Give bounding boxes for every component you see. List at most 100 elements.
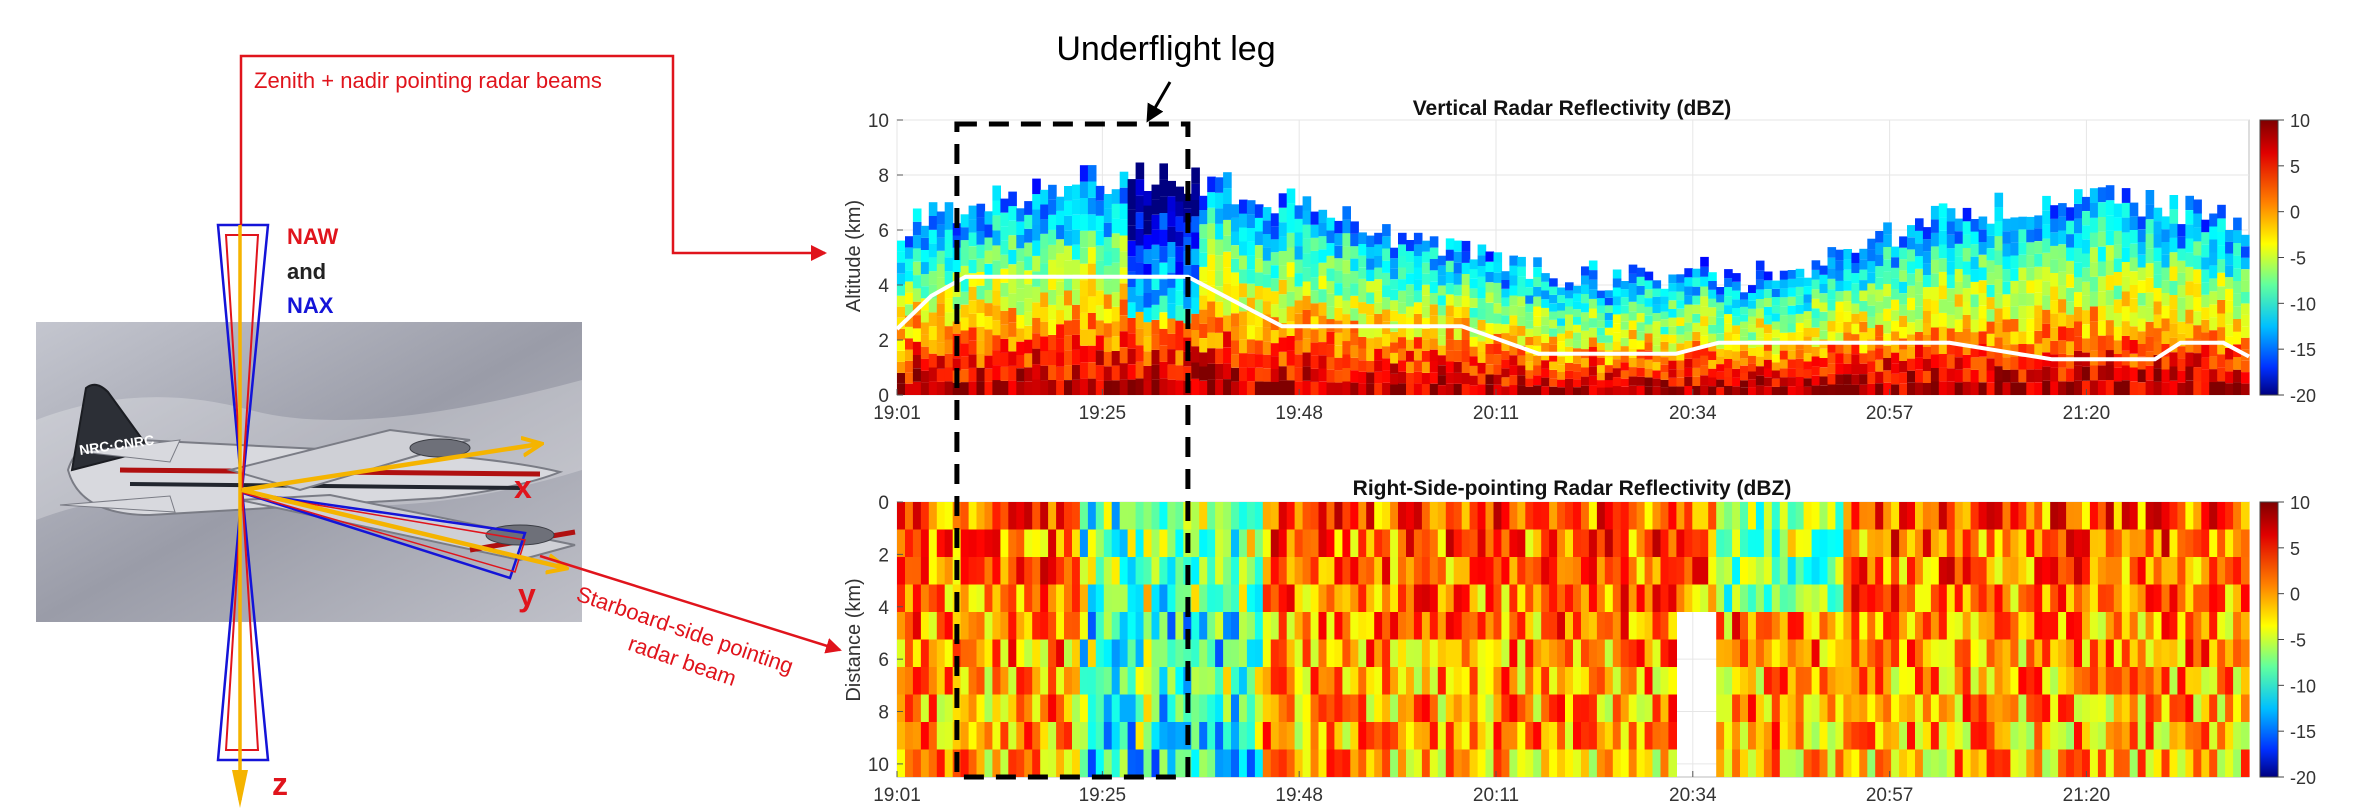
reflectivity-cell [1056,612,1065,640]
reflectivity-cell [2066,502,2075,530]
reflectivity-cell [905,557,914,585]
reflectivity-cell [1907,557,1916,585]
reflectivity-cell [1119,584,1129,612]
reflectivity-cell [1119,749,1129,777]
reflectivity-cell [1493,364,1503,375]
reflectivity-cell [1048,319,1057,335]
reflectivity-cell [2217,584,2226,612]
reflectivity-cell [1294,219,1304,233]
reflectivity-cell [1954,344,1964,358]
reflectivity-cell [1239,353,1248,368]
reflectivity-cell [1612,296,1622,306]
reflectivity-cell [905,292,914,305]
reflectivity-cell [1421,339,1431,351]
reflectivity-cell [2153,274,2163,288]
reflectivity-cell [1215,379,1224,395]
reflectivity-cell [976,217,986,231]
reflectivity-cell [1883,502,1892,530]
reflectivity-cell [1334,245,1343,259]
reflectivity-cell [1064,380,1073,395]
reflectivity-cell [1064,305,1073,321]
reflectivity-cell [1628,502,1638,530]
reflectivity-cell [1191,265,1200,282]
reflectivity-cell [1032,333,1041,349]
reflectivity-cell [1994,351,2004,367]
reflectivity-cell [1612,314,1622,324]
reflectivity-cell [1231,557,1240,585]
reflectivity-cell [1573,694,1582,722]
reflectivity-cell [2145,380,2155,395]
reflectivity-cell [2097,276,2107,292]
reflectivity-cell [1072,639,1081,667]
reflectivity-cell [1875,348,1884,360]
reflectivity-cell [2121,722,2131,750]
reflectivity-cell [1342,584,1351,612]
reflectivity-cell [2177,584,2186,612]
reflectivity-cell [1469,346,1479,357]
reflectivity-cell [1390,300,1399,311]
reflectivity-cell [1398,749,1407,777]
reflectivity-cell [1254,286,1264,300]
reflectivity-cell [960,240,970,253]
colorbar-tick-label: -5 [2290,249,2306,269]
reflectivity-cell [1795,557,1805,585]
reflectivity-cell [1159,328,1168,346]
reflectivity-cell [2185,584,2194,612]
reflectivity-cell [1382,502,1391,530]
reflectivity-cell [1994,722,2004,750]
reflectivity-cell [1135,694,1145,722]
reflectivity-cell [1485,292,1495,303]
reflectivity-cell [1143,322,1153,337]
reflectivity-cell [1342,749,1351,777]
reflectivity-cell [1994,639,2004,667]
reflectivity-cell [1541,334,1550,343]
reflectivity-cell [1668,291,1677,301]
reflectivity-cell [1064,260,1073,276]
reflectivity-cell [1302,352,1312,367]
reflectivity-cell [1517,639,1526,667]
reflectivity-cell [2105,612,2115,640]
reflectivity-cell [1079,198,1089,215]
reflectivity-cell [2145,749,2155,777]
reflectivity-cell [2074,612,2083,640]
reflectivity-cell [1072,319,1081,335]
reflectivity-cell [1318,557,1328,585]
reflectivity-cell [1286,247,1296,263]
reflectivity-cell [1875,584,1884,612]
reflectivity-cell [1286,365,1296,381]
reflectivity-cell [1628,749,1638,777]
reflectivity-cell [1573,387,1582,395]
reflectivity-cell [1660,639,1670,667]
reflectivity-cell [1072,184,1081,200]
reflectivity-cell [968,246,978,260]
reflectivity-cell [1223,363,1232,380]
reflectivity-cell [1763,639,1773,667]
reflectivity-cell [1588,749,1598,777]
reflectivity-cell [1954,529,1964,557]
reflectivity-cell [2169,195,2179,210]
reflectivity-cell [1262,612,1272,640]
reflectivity-cell [920,274,930,287]
reflectivity-cell [1915,694,1924,722]
reflectivity-cell [1922,251,1932,264]
reflectivity-cell [1421,612,1431,640]
reflectivity-cell [1302,253,1312,268]
reflectivity-cell [928,326,938,340]
reflectivity-cell [897,502,906,530]
reflectivity-cell [1445,249,1455,261]
reflectivity-cell [1231,722,1240,750]
reflectivity-cell [1620,321,1630,330]
reflectivity-cell [968,557,978,585]
reflectivity-cell [1724,749,1733,777]
reflectivity-cell [1151,694,1161,722]
reflectivity-cell [1588,289,1598,299]
reflectivity-cell [1493,694,1503,722]
reflectivity-cell [1270,252,1280,266]
reflectivity-cell [1095,320,1105,336]
reflectivity-cell [1072,502,1081,530]
reflectivity-cell [1358,383,1367,395]
reflectivity-cell [2050,232,2059,246]
reflectivity-cell [1819,284,1829,294]
reflectivity-cell [1557,318,1566,326]
reflectivity-cell [1907,285,1916,298]
